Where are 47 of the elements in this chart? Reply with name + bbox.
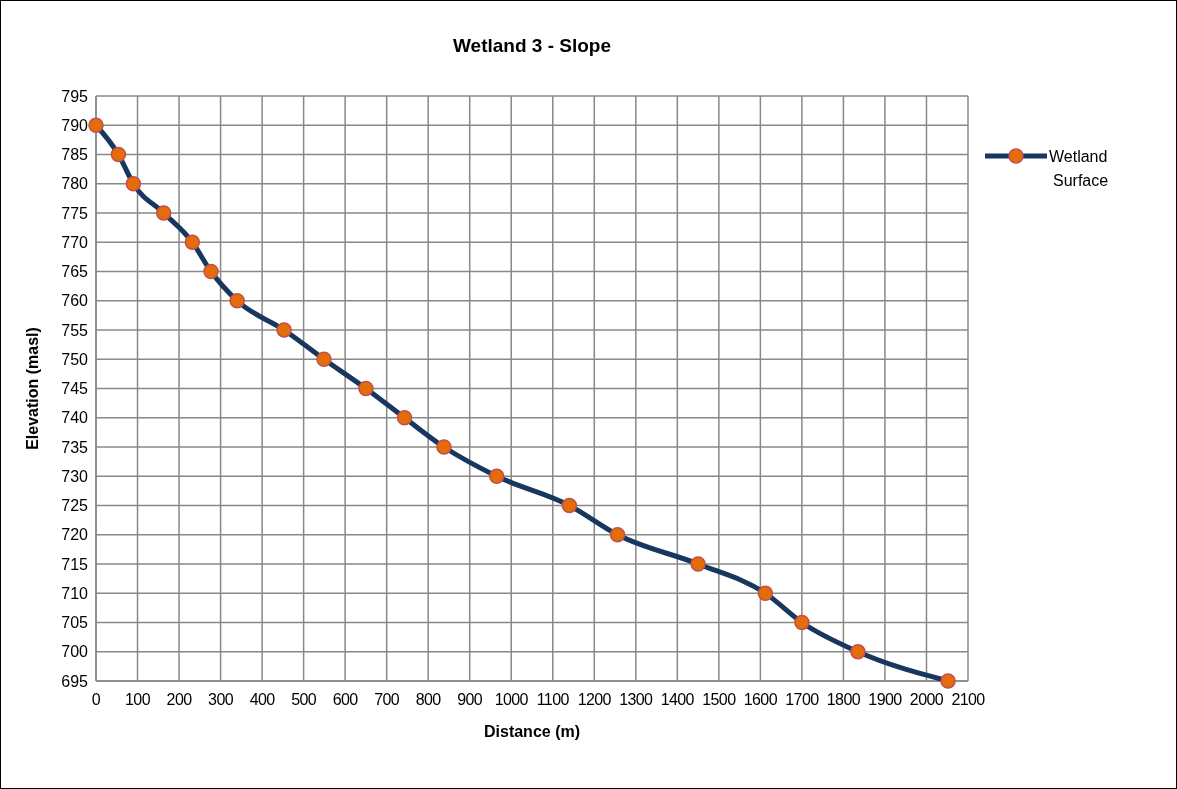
y-tick-label: 745	[61, 380, 89, 398]
y-tick-label: 755	[61, 321, 89, 339]
x-tick-label: 200	[166, 691, 193, 708]
y-tick-label: 795	[61, 87, 89, 105]
chart-title: Wetland 3 - Slope	[452, 35, 612, 56]
x-tick-label: 1800	[826, 691, 861, 708]
x-tick-label: 1100	[536, 691, 570, 708]
x-tick-label: 100	[125, 691, 151, 708]
y-tick-label: 720	[61, 526, 89, 544]
x-tick-label: 400	[249, 691, 276, 708]
x-tick-label: 500	[291, 691, 317, 708]
y-tick-label: 715	[61, 555, 89, 573]
y-tick-label: 785	[61, 146, 89, 164]
y-tick-label: 780	[61, 175, 89, 193]
x-axis-title: Distance (m)	[483, 723, 581, 740]
x-tick-label: 800	[415, 691, 442, 708]
y-tick-label: 695	[61, 672, 89, 690]
y-tick-label: 760	[61, 292, 89, 310]
x-tick-label: 2100	[951, 691, 986, 708]
x-tick-label: 300	[208, 691, 234, 708]
y-tick-label: 740	[61, 409, 89, 427]
x-tick-label: 700	[374, 691, 400, 708]
y-tick-label: 790	[61, 116, 89, 134]
x-tick-label: 1500	[702, 691, 737, 708]
y-tick-label: 700	[61, 643, 89, 661]
y-tick-label: 730	[61, 467, 89, 485]
x-tick-label: 1200	[577, 691, 612, 708]
x-tick-label: 1900	[868, 691, 903, 708]
y-axis-title: Elevation (masl)	[24, 327, 41, 450]
x-tick-label: 2000	[909, 691, 944, 708]
x-tick-label: 600	[332, 691, 359, 708]
y-tick-label: 750	[61, 350, 89, 368]
x-tick-label: 1700	[785, 691, 820, 708]
y-tick-label: 725	[61, 497, 89, 515]
x-tick-label: 0	[91, 691, 101, 708]
y-tick-label: 775	[61, 204, 89, 222]
legend-label: Wetland Surface	[1049, 148, 1109, 189]
y-tick-label: 705	[61, 614, 89, 632]
x-tick-label: 1400	[660, 691, 695, 708]
x-tick-label: 1600	[743, 691, 778, 708]
x-tick-label: 1000	[494, 691, 529, 708]
y-tick-label: 710	[61, 584, 89, 602]
x-tick-label: 1300	[619, 691, 654, 708]
y-tick-label: 765	[61, 263, 89, 281]
x-tick-label: 900	[457, 691, 483, 708]
y-tick-label: 770	[61, 233, 89, 251]
y-tick-label: 735	[61, 438, 89, 456]
